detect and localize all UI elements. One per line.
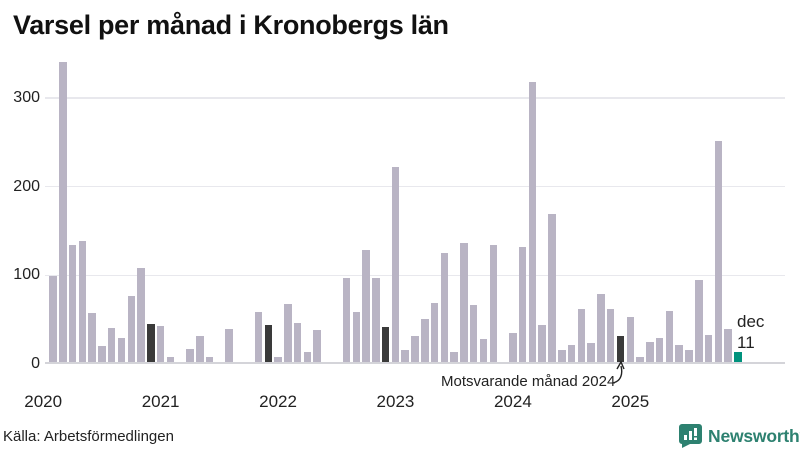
bar <box>284 303 292 362</box>
bar <box>313 330 321 362</box>
bar <box>724 329 732 362</box>
x-axis-label: 2025 <box>611 392 650 411</box>
bar <box>293 323 302 362</box>
bar <box>401 349 409 362</box>
bar <box>675 345 683 362</box>
bar <box>186 348 194 362</box>
gridline <box>45 185 785 188</box>
annotation-arrow-icon <box>612 358 628 386</box>
bar <box>440 253 449 362</box>
source-label: Källa: Arbetsförmedlingen <box>3 428 174 445</box>
bar <box>460 243 468 362</box>
current-month-name: dec <box>737 312 765 331</box>
y-axis-label: 100 <box>13 266 40 284</box>
bar <box>88 313 96 362</box>
x-axis-label: 2020 <box>24 392 63 411</box>
bar <box>685 349 693 362</box>
bar <box>538 324 546 362</box>
bar <box>479 338 488 362</box>
newsworthy-icon <box>679 424 702 448</box>
bar <box>695 280 703 362</box>
bar <box>430 302 439 362</box>
newsworthy-logo-text: Newsworthy <box>708 425 800 446</box>
bar <box>704 335 713 362</box>
y-axis-label: 300 <box>13 89 40 107</box>
bar <box>558 350 566 362</box>
bar <box>98 346 106 362</box>
bar <box>117 338 126 362</box>
bar <box>137 268 145 362</box>
bar <box>68 245 77 362</box>
bar <box>626 316 635 362</box>
bar <box>303 352 312 362</box>
current-month-bar <box>734 352 742 362</box>
x-axis-label: 2022 <box>259 392 297 411</box>
gridline <box>45 274 785 277</box>
bar <box>205 356 214 362</box>
current-month-value: 11 <box>737 333 755 352</box>
bar <box>636 356 644 362</box>
bar <box>156 325 165 362</box>
bar <box>274 356 282 362</box>
bar <box>655 338 664 362</box>
bar <box>567 345 576 362</box>
bar <box>665 310 674 362</box>
bar <box>225 329 233 362</box>
bar <box>78 241 87 362</box>
bar <box>196 336 204 362</box>
x-axis-label: 2024 <box>493 392 532 411</box>
bar <box>411 336 419 362</box>
y-axis-label: 200 <box>13 177 40 195</box>
bar <box>49 276 57 362</box>
bar <box>362 250 370 362</box>
bar <box>127 295 135 362</box>
page-title: Varsel per månad i Kronobergs län <box>13 10 449 40</box>
bar <box>469 305 478 362</box>
bar <box>107 328 116 362</box>
bar <box>577 308 586 362</box>
bar <box>597 293 605 362</box>
bar <box>587 343 595 362</box>
x-axis-label: 2021 <box>141 392 180 411</box>
bar <box>646 341 654 362</box>
bar <box>421 318 429 362</box>
bar <box>548 214 556 362</box>
bar <box>489 245 498 362</box>
y-axis-label: 0 <box>31 355 40 372</box>
bar <box>166 356 175 362</box>
gridline <box>45 97 785 99</box>
bar <box>254 312 263 362</box>
bar <box>450 352 458 362</box>
bar <box>391 167 400 362</box>
december-bar <box>381 326 390 362</box>
bar <box>509 332 517 362</box>
newsworthy-logo[interactable]: Newsworthy <box>679 424 800 448</box>
current-month-label: dec 11 <box>737 311 764 353</box>
bar <box>518 246 527 362</box>
december-bar <box>147 323 155 362</box>
bar <box>372 277 380 362</box>
bar <box>528 81 537 362</box>
bar <box>352 312 361 362</box>
bar <box>342 277 351 362</box>
bar <box>59 62 67 362</box>
december-bar <box>616 336 625 362</box>
bar <box>714 141 723 362</box>
x-axis-label: 2023 <box>376 392 415 411</box>
annotation-label: Motsvarande månad 2024 <box>441 373 616 390</box>
plot-area <box>45 60 785 364</box>
bar <box>606 308 615 362</box>
december-bar <box>264 324 272 362</box>
